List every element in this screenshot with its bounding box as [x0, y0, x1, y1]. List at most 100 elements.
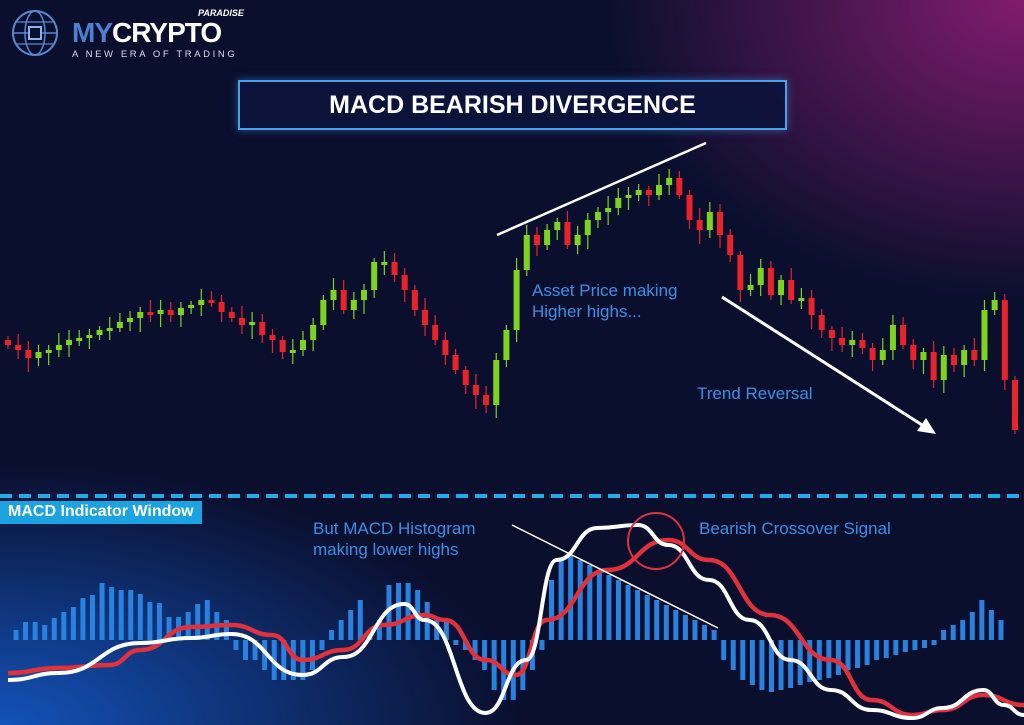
histogram-bar [950, 625, 956, 640]
candle [35, 345, 42, 366]
candle [86, 329, 93, 349]
histogram-bar [147, 602, 153, 640]
candle-body [361, 290, 368, 300]
histogram-bar [491, 640, 497, 690]
histogram-bar [405, 583, 411, 640]
annotation-line: Asset Price making [532, 281, 678, 300]
candle-body [249, 322, 256, 325]
candle-body [605, 208, 612, 212]
histogram-bar [13, 630, 19, 640]
histogram-bar [386, 585, 392, 640]
candle-body [116, 322, 123, 328]
candle [188, 301, 195, 314]
logo-tagline: A NEW ERA OF TRADING [72, 49, 238, 60]
candle-body [584, 220, 591, 235]
candle [564, 211, 571, 249]
candle [106, 317, 113, 340]
candle [411, 285, 418, 316]
candle [330, 278, 337, 310]
histogram-bar [156, 603, 162, 640]
candle-body [66, 340, 73, 345]
candle [605, 196, 612, 225]
candle [666, 169, 673, 195]
candle [483, 386, 490, 413]
candle-body [940, 355, 947, 380]
histogram-bar [864, 640, 870, 665]
candle [798, 288, 805, 309]
candle [991, 292, 998, 315]
histogram-bar [453, 640, 459, 645]
candle [66, 330, 73, 357]
candle [625, 187, 632, 210]
histogram-bar [902, 640, 908, 652]
histogram-bar [577, 560, 583, 640]
candle [361, 284, 368, 314]
candle [818, 309, 825, 338]
histogram-bar [845, 640, 851, 670]
candle [289, 339, 296, 364]
histogram-bar [883, 640, 889, 658]
candle-body [401, 275, 408, 290]
candle-body [523, 235, 530, 270]
candle-body [950, 355, 957, 365]
candle-body [86, 335, 93, 338]
candle [76, 330, 83, 346]
candle [1001, 294, 1008, 390]
candle-body [747, 285, 754, 290]
candle-body [493, 360, 500, 405]
candle [767, 261, 774, 300]
histogram-bar [51, 618, 57, 640]
candle-body [828, 330, 835, 338]
candle-body [788, 280, 795, 300]
histogram-bar [80, 598, 86, 640]
candle [269, 329, 276, 353]
histogram-bar [893, 640, 899, 655]
candle-body [625, 195, 632, 198]
macd-window-label: MACD Indicator Window [0, 501, 202, 524]
histogram-bar [338, 620, 344, 640]
histogram-bar [711, 630, 717, 640]
candle-body [96, 330, 103, 335]
candle-body [310, 325, 317, 340]
candle-body [554, 222, 561, 230]
macd-line [7, 523, 1024, 720]
candle [208, 291, 215, 307]
candle-body [889, 325, 896, 350]
annotation-line: But MACD Histogram [313, 519, 476, 538]
candle [442, 332, 449, 365]
candle [422, 298, 429, 336]
histogram-bar [558, 560, 564, 640]
candle [635, 184, 642, 201]
candle [523, 225, 530, 276]
trend-reversal-arrow [721, 295, 931, 432]
histogram-bar [434, 620, 440, 640]
histogram-bar [749, 640, 755, 685]
candle [879, 338, 886, 365]
logo-superscript: PARADISE [198, 8, 244, 18]
candle [737, 251, 744, 302]
candle-body [35, 352, 42, 358]
candle-body [574, 235, 581, 245]
candle-body [137, 312, 144, 318]
candle-body [483, 395, 490, 405]
candle [920, 348, 927, 374]
candle [727, 229, 734, 262]
candle-body [289, 350, 296, 353]
candle-body [238, 318, 245, 325]
candle-body [472, 385, 479, 395]
candle-body [228, 312, 235, 318]
higher-highs-trendline [496, 141, 707, 237]
candle-body [981, 310, 988, 360]
histogram-bar [635, 590, 641, 640]
histogram-bar [329, 630, 335, 640]
candle [757, 259, 764, 296]
candle [401, 268, 408, 302]
candle-body [920, 352, 927, 360]
candle [971, 338, 978, 366]
candle-body [127, 318, 134, 322]
candle-body [371, 262, 378, 290]
candle-body [635, 190, 642, 195]
histogram-bar [262, 640, 268, 670]
logo-wordmark: MYCRYPTO [72, 17, 222, 48]
